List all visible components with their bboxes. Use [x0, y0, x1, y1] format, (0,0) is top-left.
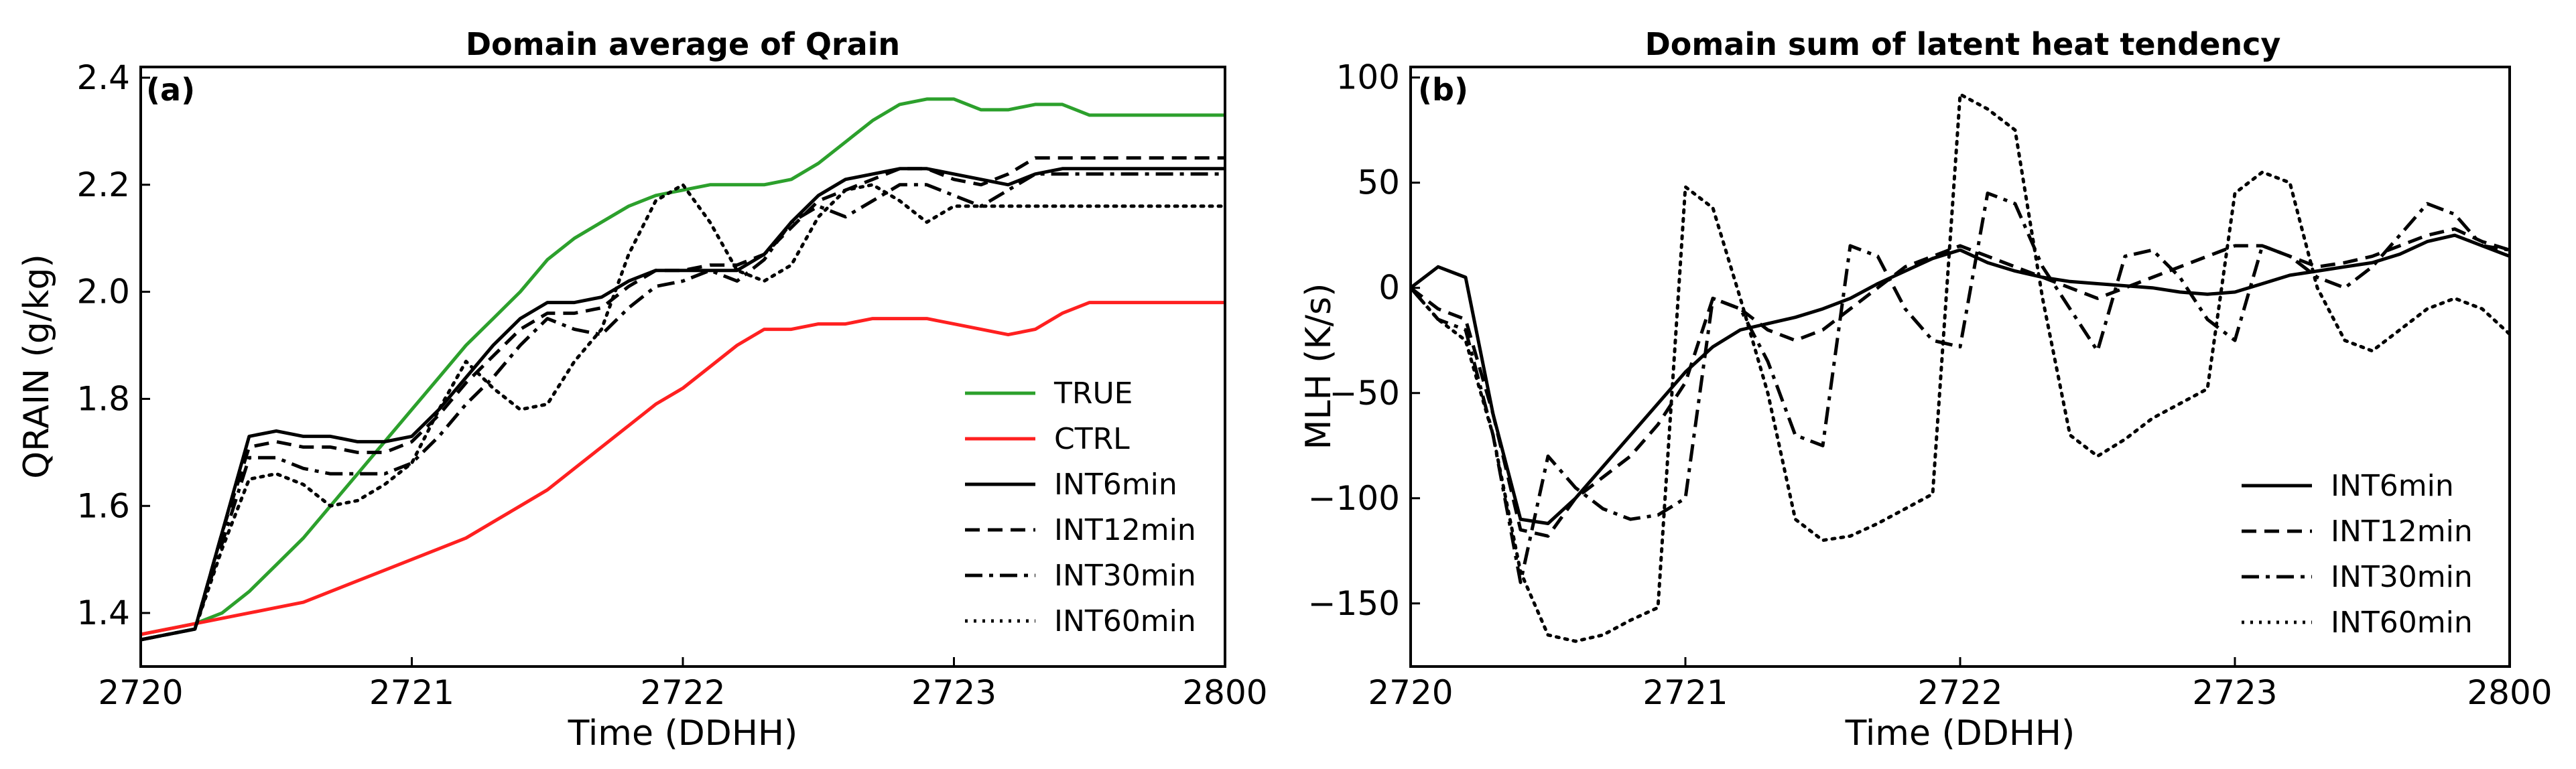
panel-b-title: Domain sum of latent heat tendency: [1645, 26, 2281, 62]
panel-a-legend-label: INT60min: [1054, 604, 1196, 638]
panel-a-plot-frame: [139, 66, 1226, 668]
panel-b-legend-label: INT60min: [2331, 606, 2473, 640]
panel-a-ytick-label: 1.4: [76, 593, 130, 632]
panel-a-label: (a): [146, 72, 195, 108]
panel-b-legend-label: INT6min: [2331, 469, 2454, 503]
panel-b-series-int12min: [1411, 227, 2510, 538]
panel-b-legend: INT6min INT12min INT30min INT60min: [2242, 469, 2473, 640]
panel-b: Domain sum of latent heat tendency 2720 2…: [1299, 26, 2553, 754]
panel-a-series-ctrl: [141, 301, 1225, 636]
panel-a-ylabel: QRAIN (g/kg): [17, 254, 57, 479]
panel-a-ytick-label: 1.8: [76, 379, 130, 418]
panel-a-xtick-label: 2800: [1182, 673, 1267, 712]
panel-b-xtick-label: 2721: [1643, 673, 1728, 712]
panel-a-series-int12min: [141, 156, 1225, 642]
panel-b-series-int6min: [1411, 233, 2510, 525]
panel-b-xtick-label: 2800: [2467, 673, 2552, 712]
panel-b-xtick-label: 2722: [1917, 673, 2002, 712]
panel-a-legend-label: TRUE: [1053, 376, 1133, 411]
panel-b-plot-frame: [1409, 66, 2511, 668]
panel-a-ytick-label: 2.0: [76, 273, 130, 311]
panel-a-xtick-label: 2723: [911, 673, 996, 712]
panel-b-ylabel: MLH (K/s): [1299, 283, 1339, 450]
panel-b-xlabel: Time (DDHH): [1845, 713, 2075, 754]
panel-b-series: [1411, 92, 2510, 643]
panel-a-legend-label: INT6min: [1054, 468, 1177, 502]
panel-a-series-int6min: [141, 167, 1225, 642]
panel-a-series: [141, 97, 1225, 642]
panel-a-series-true: [141, 97, 1225, 636]
panel-b-series-int60min: [1411, 92, 2510, 643]
panel-b-ytick-label: 0: [1378, 269, 1400, 307]
panel-a-series-int30min: [141, 172, 1225, 642]
panel-a-ytick-label: 2.4: [76, 58, 130, 97]
panel-b-legend-label: INT12min: [2331, 514, 2473, 549]
panel-b-ytick-label: −50: [1329, 374, 1400, 413]
panel-a-legend-label: INT30min: [1054, 559, 1196, 593]
panel-b-ytick-label: −150: [1308, 584, 1400, 623]
panel-b-label: (b): [1418, 72, 1468, 108]
panel-b-xtick-label: 2720: [1368, 673, 1453, 712]
panel-b-ytick-label: 50: [1357, 163, 1400, 202]
panel-b-ytick-label: 100: [1336, 58, 1400, 97]
panel-a-ytick-label: 2.2: [76, 165, 130, 204]
panel-a-title: Domain average of Qrain: [466, 26, 900, 62]
panel-a-xtick-label: 2722: [640, 673, 725, 712]
panel-a-legend-label: INT12min: [1054, 513, 1196, 547]
panel-b-series-int30min: [1411, 191, 2510, 584]
panel-b-xtick-label: 2723: [2192, 673, 2277, 712]
panel-a-ticks: 2720 2721 2722 2723 2800 1.4 1.6 1.8 2.0 2.2 2.4: [76, 58, 1267, 712]
panel-b-ticks: 2720 2721 2722 2723 2800 −150 −100 −50 0 50 100: [1308, 58, 2553, 712]
panel-a: Domain average of Qrain 2720 2721 2722 2723…: [17, 26, 1268, 754]
panel-a-ytick-label: 1.6: [76, 486, 130, 525]
panel-a-xlabel: Time (DDHH): [568, 713, 798, 754]
panel-a-xtick-label: 2721: [369, 673, 454, 712]
panel-a-xtick-label: 2720: [98, 673, 183, 712]
panel-b-ytick-label: −100: [1308, 479, 1400, 518]
panel-a-legend-label: CTRL: [1054, 422, 1130, 456]
panel-b-legend-label: INT30min: [2331, 560, 2473, 594]
panel-a-legend: TRUE CTRL INT6min INT12min INT30min INT60min: [965, 376, 1196, 638]
panel-a-series-int60min: [141, 183, 1225, 642]
